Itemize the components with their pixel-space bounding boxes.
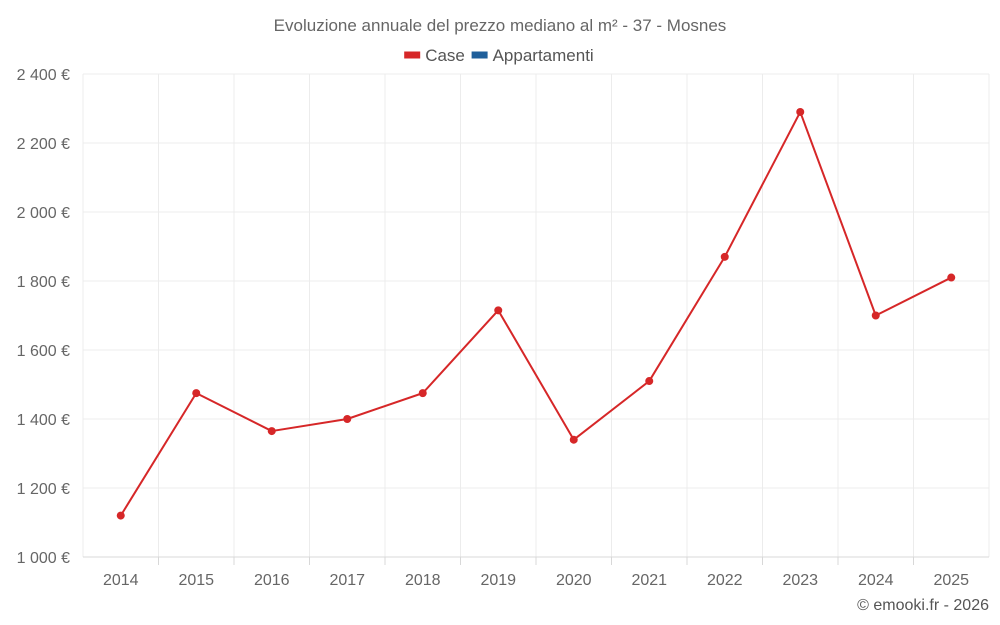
data-point-2020[interactable] — [569, 435, 578, 444]
y-tick-label: 1 200 € — [17, 481, 70, 498]
legend-item-case[interactable]: Case — [404, 46, 465, 65]
x-tick-label: 2024 — [858, 572, 894, 589]
data-point-2019[interactable] — [494, 306, 503, 315]
legend-item-appartamenti[interactable]: Appartamenti — [471, 46, 594, 65]
credit-text: © emooki.fr - 2026 — [857, 597, 989, 614]
x-tick-label: 2019 — [480, 572, 516, 589]
x-tick-label: 2014 — [103, 572, 139, 589]
series-layer — [116, 107, 956, 520]
x-tick-label: 2022 — [707, 572, 743, 589]
data-point-2014[interactable] — [116, 511, 125, 520]
x-tick-label: 2015 — [178, 572, 214, 589]
series-line-case — [119, 110, 952, 517]
data-point-2025[interactable] — [947, 273, 956, 282]
chart-title: Evoluzione annuale del prezzo mediano al… — [274, 16, 727, 35]
data-point-2015[interactable] — [192, 389, 201, 398]
x-tick-label: 2020 — [556, 572, 592, 589]
x-tick-label: 2018 — [405, 572, 441, 589]
y-tick-label: 2 400 € — [17, 67, 70, 84]
x-tick-label: 2025 — [933, 572, 969, 589]
axes: 1 000 € 1 200 € 1 400 € 1 600 € 1 800 € 2 000… — [17, 67, 989, 589]
x-tick-label: 2016 — [254, 572, 290, 589]
x-tick-label: 2017 — [329, 572, 365, 589]
y-tick-label: 2 200 € — [17, 136, 70, 153]
data-point-2016[interactable] — [267, 427, 276, 436]
legend-swatch — [404, 51, 421, 59]
y-tick-label: 1 600 € — [17, 343, 70, 360]
y-tick-label: 2 000 € — [17, 205, 70, 222]
legend-swatch — [471, 51, 488, 59]
y-tick-label: 1 800 € — [17, 274, 70, 291]
x-tick-label: 2023 — [782, 572, 818, 589]
data-point-2017[interactable] — [343, 415, 352, 423]
legend-label: Case — [425, 46, 465, 65]
data-point-2021[interactable] — [645, 377, 654, 386]
grid — [82, 73, 990, 557]
data-point-2024[interactable] — [871, 311, 880, 320]
data-point-2022[interactable] — [720, 252, 729, 261]
x-tick-label: 2021 — [631, 572, 667, 589]
data-point-2018[interactable] — [418, 389, 427, 398]
y-tick-label: 1 400 € — [17, 412, 70, 429]
y-tick-label: 1 000 € — [17, 550, 70, 567]
legend[interactable]: Case Appartamenti — [404, 46, 594, 65]
legend-label: Appartamenti — [493, 46, 594, 65]
data-point-2023[interactable] — [796, 107, 805, 116]
